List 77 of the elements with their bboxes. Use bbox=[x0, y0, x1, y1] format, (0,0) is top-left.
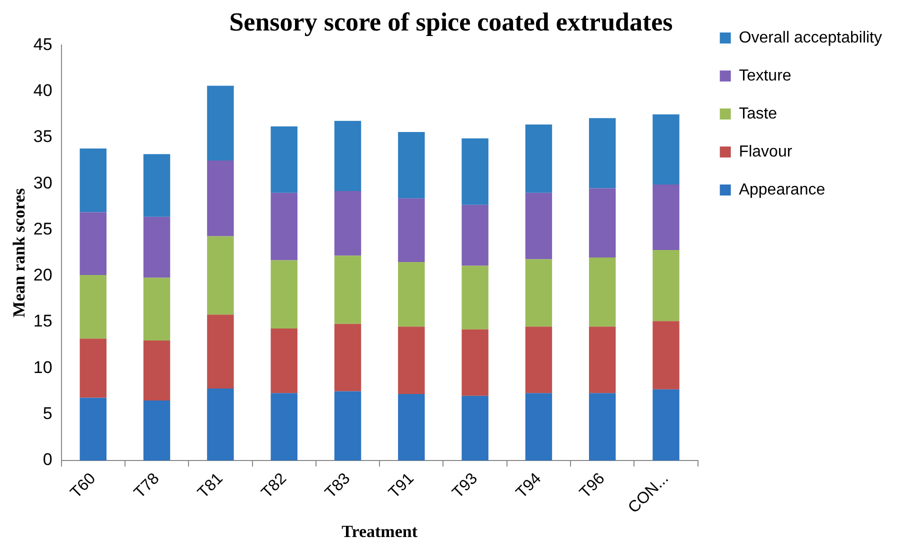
x-tick-label: T81 bbox=[194, 470, 226, 502]
bar bbox=[80, 274, 106, 339]
x-tick-label: T82 bbox=[258, 470, 290, 502]
bar bbox=[462, 396, 488, 460]
bar bbox=[143, 340, 170, 400]
x-tick-label: T83 bbox=[322, 470, 354, 502]
x-tick-label: T96 bbox=[576, 470, 608, 502]
bar bbox=[143, 216, 170, 278]
bar bbox=[270, 260, 298, 328]
bar bbox=[652, 389, 680, 460]
x-tick-label: T94 bbox=[513, 470, 545, 502]
y-tick-label: 20 bbox=[33, 266, 52, 285]
x-tick-label: T78 bbox=[131, 470, 163, 502]
legend-label: Flavour bbox=[738, 143, 793, 160]
bar bbox=[398, 394, 425, 460]
bar bbox=[334, 324, 362, 392]
bar bbox=[334, 120, 362, 191]
bar bbox=[334, 391, 362, 460]
bar bbox=[334, 256, 362, 324]
bar bbox=[462, 266, 488, 330]
bar bbox=[143, 400, 170, 460]
bar bbox=[652, 250, 680, 322]
bar bbox=[143, 278, 170, 340]
bar bbox=[525, 124, 552, 193]
bar bbox=[270, 192, 298, 260]
legend-label: Overall acceptability bbox=[738, 29, 882, 46]
bar bbox=[588, 188, 616, 258]
bar bbox=[80, 212, 106, 275]
y-tick-label: 5 bbox=[42, 404, 52, 423]
bar bbox=[525, 326, 552, 394]
bar bbox=[143, 154, 170, 217]
bar bbox=[207, 388, 234, 460]
bar bbox=[525, 259, 552, 327]
bar bbox=[398, 132, 425, 198]
bar bbox=[207, 86, 234, 161]
bar bbox=[462, 204, 488, 266]
bar bbox=[270, 393, 298, 460]
bar bbox=[462, 138, 488, 205]
legend-label: Taste bbox=[738, 105, 778, 122]
bar bbox=[525, 192, 552, 260]
bar bbox=[80, 398, 106, 460]
bar bbox=[588, 118, 616, 188]
bar bbox=[525, 393, 552, 460]
y-tick-label: 45 bbox=[33, 34, 52, 54]
bar bbox=[80, 338, 106, 398]
bar bbox=[652, 184, 680, 250]
legend-label: Appearance bbox=[738, 181, 826, 198]
x-axis-title: Treatment bbox=[342, 522, 418, 542]
y-axis-title: Mean rank scores bbox=[10, 188, 29, 318]
bar bbox=[588, 257, 616, 327]
bar bbox=[80, 148, 106, 212]
x-tick-label: T91 bbox=[386, 470, 418, 502]
y-tick-label: 25 bbox=[33, 219, 52, 238]
y-tick-label: 15 bbox=[33, 312, 52, 331]
y-tick-label: 30 bbox=[33, 173, 52, 192]
bar bbox=[270, 328, 298, 394]
x-tick-label: T93 bbox=[449, 470, 482, 502]
bar bbox=[588, 326, 616, 394]
legend-label: Texture bbox=[738, 67, 792, 84]
bar bbox=[398, 262, 425, 327]
y-tick-label: 0 bbox=[42, 450, 52, 470]
x-tick-label: T60 bbox=[68, 470, 100, 502]
bar bbox=[398, 326, 425, 394]
bar bbox=[270, 126, 298, 193]
bar bbox=[334, 191, 362, 256]
y-tick-label: 35 bbox=[33, 127, 52, 146]
y-tick-label: 40 bbox=[33, 81, 52, 100]
y-tick-label: 10 bbox=[33, 358, 52, 377]
bar bbox=[652, 321, 680, 390]
bar bbox=[588, 393, 616, 460]
bar bbox=[398, 198, 425, 262]
bar bbox=[207, 160, 234, 236]
chart-title: Sensory score of spice coated extrudates bbox=[229, 7, 673, 36]
bar bbox=[207, 236, 234, 315]
bar bbox=[652, 114, 680, 185]
bar bbox=[207, 314, 234, 388]
bar bbox=[462, 329, 488, 396]
